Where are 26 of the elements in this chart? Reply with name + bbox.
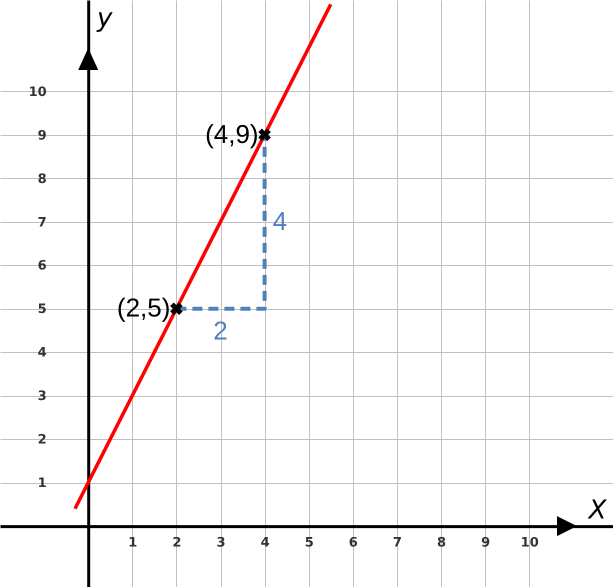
x-tick-label: 8 xyxy=(436,536,446,551)
x-tick-label: 10 xyxy=(520,536,539,551)
x-tick-label: 5 xyxy=(304,536,314,551)
y-tick-label: 5 xyxy=(38,302,47,318)
x-tick-label: 6 xyxy=(348,536,358,551)
y-tick-label: 2 xyxy=(38,432,47,448)
annotation: 2 xyxy=(213,316,228,346)
y-tick-label: 8 xyxy=(38,172,47,187)
y-axis-title: y xyxy=(96,4,114,34)
y-tick-label: 1 xyxy=(38,476,47,492)
x-tick-label: 1 xyxy=(128,536,138,551)
annotation: (4,9) xyxy=(205,118,259,149)
x-tick-label: 4 xyxy=(260,536,270,551)
y-tick-label: 7 xyxy=(38,215,47,230)
y-tick-label: 6 xyxy=(38,258,47,274)
annotation: 4 xyxy=(272,206,288,236)
x-axis-title: X xyxy=(586,496,608,526)
y-tick-label: 9 xyxy=(38,128,47,144)
y-tick-label: 10 xyxy=(28,84,47,100)
x-tick-label: 7 xyxy=(392,536,402,551)
x-tick-label: 9 xyxy=(481,536,490,551)
y-tick-label: 3 xyxy=(38,389,47,404)
annotation: (2,5) xyxy=(116,292,170,323)
x-tick-label: 3 xyxy=(216,536,226,551)
x-tick-label: 2 xyxy=(172,536,182,551)
y-tick-label: 4 xyxy=(38,346,47,361)
